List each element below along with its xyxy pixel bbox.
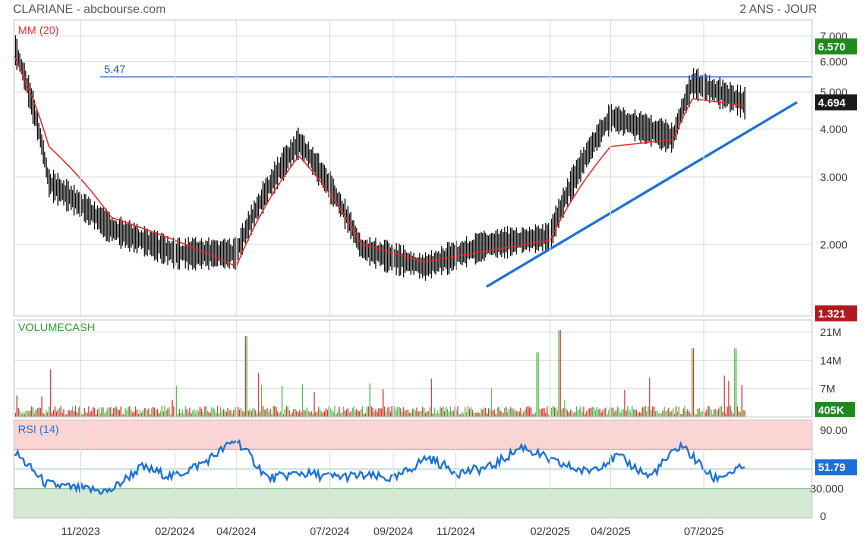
- volume-last-badge: 405K: [818, 405, 844, 417]
- y-tick-label: 90.00: [820, 425, 848, 437]
- y-tick-label: 0: [820, 511, 826, 523]
- chart-source-title: CLARIANE - abcbourse.com: [13, 2, 166, 16]
- y-tick-label: 7M: [820, 384, 835, 396]
- panel-frame: [13, 19, 813, 317]
- x-tick-label: 09/2024: [373, 526, 413, 538]
- rsi-oversold-zone: [14, 488, 812, 518]
- volume-badge-bg: [815, 402, 855, 417]
- y-tick-label: 6.000: [820, 57, 848, 69]
- x-tick-label: 11/2023: [61, 526, 100, 538]
- ma-indicator-label: MM (20): [18, 25, 59, 37]
- y-tick-label: 14M: [820, 355, 841, 367]
- rsi-line: [13, 439, 745, 495]
- high-badge-bg: [815, 38, 857, 55]
- low-badge: 1.321: [818, 308, 846, 320]
- panel-frame: [13, 419, 813, 519]
- x-tick-label: 11/2024: [436, 526, 475, 538]
- x-tick-label: 02/2024: [155, 526, 195, 538]
- x-tick-label: 02/2025: [530, 526, 570, 538]
- y-tick-label: 2.000: [820, 239, 848, 251]
- rsi-overbought-zone: [14, 420, 812, 450]
- x-tick-label: 04/2024: [217, 526, 257, 538]
- chart-period-label: 2 ANS - JOUR: [739, 2, 817, 16]
- low-badge-bg: [815, 305, 857, 322]
- y-tick-label: 21M: [820, 327, 841, 339]
- x-tick-label: 07/2025: [684, 526, 724, 538]
- rsi-last-badge: 51.79: [818, 462, 846, 474]
- volume-panel: 21M 14M 7M VOLUMECASH 405K: [13, 322, 855, 417]
- high-badge: 6.570: [818, 41, 846, 53]
- support-trendline: [485, 101, 798, 288]
- y-tick-label: 4.000: [820, 124, 848, 136]
- y-tick-label: 30.000: [810, 484, 844, 496]
- y-tick-label: 3.000: [820, 172, 848, 184]
- resistance-label: 5.47: [104, 64, 125, 76]
- volume-indicator-label: VOLUMECASH: [18, 322, 95, 334]
- panel-frame: [13, 319, 813, 418]
- rsi-badge-bg: [815, 459, 857, 476]
- ma20-line: [13, 55, 745, 267]
- last-price-badge: 4.694: [818, 97, 846, 109]
- x-tick-label: 04/2025: [591, 526, 631, 538]
- axis-labels: 11/2023 02/2024 04/2024 07/2024 09/2024 11/20…: [61, 20, 724, 538]
- last-price-badge-bg: [815, 94, 857, 111]
- rsi-indicator-label: RSI (14): [18, 424, 59, 436]
- rsi-panel: 90.00 30.000 0 RSI (14) 51.79: [13, 420, 857, 523]
- x-tick-label: 07/2024: [310, 526, 350, 538]
